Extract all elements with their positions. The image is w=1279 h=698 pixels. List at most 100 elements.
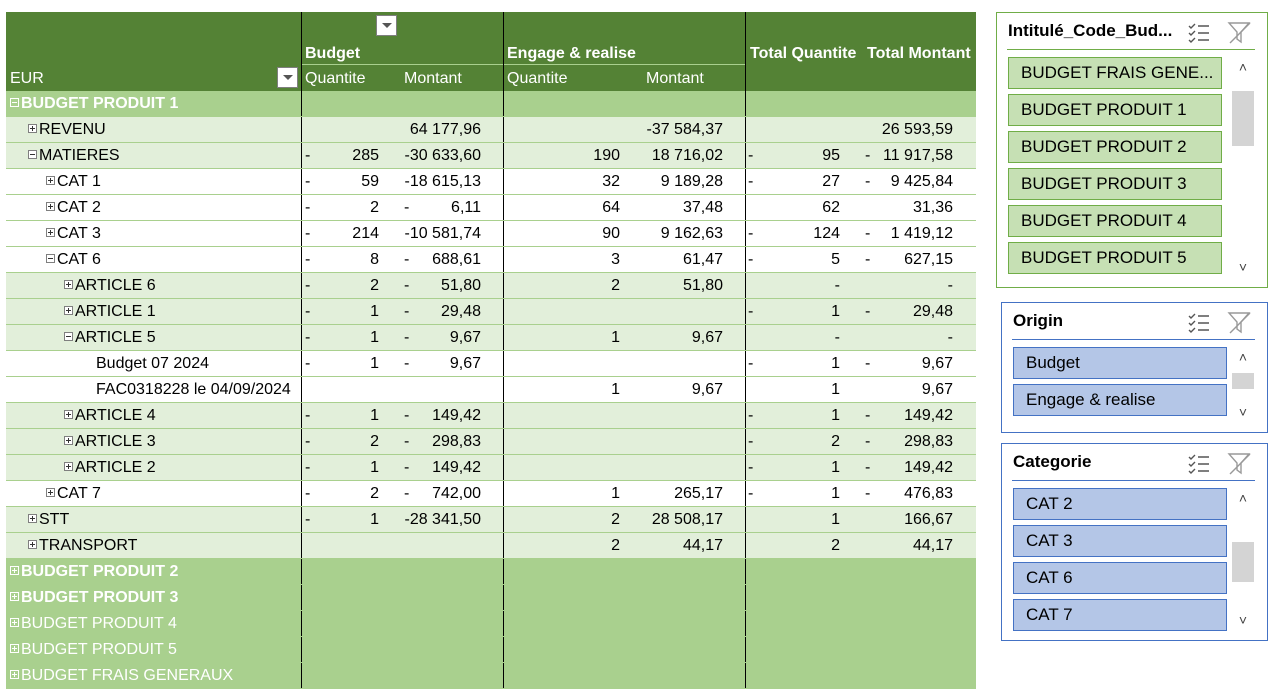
table-row[interactable]: BUDGET PRODUIT 4 xyxy=(6,611,976,637)
expand-icon[interactable] xyxy=(46,488,55,497)
cell-em[interactable]: 44,17 xyxy=(682,537,723,554)
row-label[interactable]: BUDGET PRODUIT 2 xyxy=(10,563,178,581)
cell-bm[interactable]: 688,61 xyxy=(432,251,481,268)
cell-tm[interactable]: 26 593,59 xyxy=(881,121,953,138)
cell-bm[interactable]: 6,11 xyxy=(451,199,481,216)
expand-icon[interactable] xyxy=(10,644,19,653)
expand-icon[interactable] xyxy=(64,306,73,315)
row-label[interactable]: CAT 6 xyxy=(46,251,101,269)
cell-em[interactable]: 9,67 xyxy=(691,381,723,398)
cell-tm[interactable]: 31,36 xyxy=(912,199,953,216)
cell-tm[interactable]: 9,67 xyxy=(921,355,953,372)
cell-tq[interactable]: 2 xyxy=(831,433,840,450)
cell-tm[interactable]: 9 425,84 xyxy=(890,173,953,190)
table-row[interactable]: BUDGET PRODUIT 3 xyxy=(6,585,976,611)
clear-filter-icon[interactable] xyxy=(1227,21,1253,45)
cell-tq[interactable]: 62 xyxy=(822,199,840,216)
cell-eq[interactable]: 2 xyxy=(611,537,620,554)
cell-bm[interactable]: -18 615,13 xyxy=(404,173,481,190)
cell-eq[interactable]: 2 xyxy=(611,277,620,294)
cell-em[interactable]: 61,47 xyxy=(682,251,723,268)
table-row[interactable]: CAT 6 8 688,61 3 61,47 5 627,15 - - - - xyxy=(6,247,976,273)
slicer-item[interactable]: BUDGET PRODUIT 5 xyxy=(1008,242,1222,274)
slicer-item[interactable]: BUDGET PRODUIT 2 xyxy=(1008,131,1222,163)
cell-eq[interactable]: 190 xyxy=(593,147,620,164)
slicer-item[interactable]: CAT 2 xyxy=(1013,488,1227,520)
expand-icon[interactable] xyxy=(46,202,55,211)
cell-bq[interactable]: 2 xyxy=(370,277,379,294)
row-label[interactable]: ARTICLE 2 xyxy=(64,459,156,477)
expand-icon[interactable] xyxy=(28,124,37,133)
cell-bq[interactable]: 1 xyxy=(370,329,379,346)
cell-bq[interactable]: 59 xyxy=(361,173,379,190)
table-row[interactable]: ARTICLE 3 2 298,83 2 298,83 - - - - xyxy=(6,429,976,455)
cell-eq[interactable]: 1 xyxy=(611,329,620,346)
cell-bq[interactable]: 8 xyxy=(370,251,379,268)
cell-bm[interactable]: 298,83 xyxy=(432,433,481,450)
cell-tq[interactable]: 95 xyxy=(822,147,840,164)
cell-bq[interactable]: 1 xyxy=(370,459,379,476)
cell-em[interactable]: 51,80 xyxy=(682,277,723,294)
cell-tq[interactable]: - xyxy=(834,329,840,346)
slicer-item[interactable]: CAT 7 xyxy=(1013,599,1227,631)
slicer-item[interactable]: BUDGET PRODUIT 4 xyxy=(1008,205,1222,237)
cell-eq[interactable]: 2 xyxy=(611,511,620,528)
cell-eq[interactable]: 1 xyxy=(611,485,620,502)
table-row[interactable]: BUDGET PRODUIT 1 xyxy=(6,91,976,117)
cell-tm[interactable]: - xyxy=(947,277,953,294)
cell-bm[interactable]: 64 177,96 xyxy=(409,121,481,138)
table-row[interactable]: ARTICLE 6 2 51,80 2 51,80 - - - - xyxy=(6,273,976,299)
cell-tm[interactable]: 11 917,58 xyxy=(883,147,953,164)
row-label[interactable]: BUDGET PRODUIT 5 xyxy=(10,641,177,659)
cell-tq[interactable]: 5 xyxy=(831,251,840,268)
cell-bm[interactable]: 9,67 xyxy=(449,329,481,346)
cell-bm[interactable]: -28 341,50 xyxy=(404,511,481,528)
row-label[interactable]: BUDGET PRODUIT 3 xyxy=(10,589,178,607)
table-row[interactable]: BUDGET PRODUIT 5 xyxy=(6,637,976,663)
row-label[interactable]: Budget 07 2024 xyxy=(96,355,209,373)
cell-eq[interactable]: 1 xyxy=(611,381,620,398)
cell-em[interactable]: 18 716,02 xyxy=(651,147,723,164)
table-row[interactable]: ARTICLE 2 1 149,42 1 149,42 - - - - xyxy=(6,455,976,481)
slicer-item[interactable]: Engage & realise xyxy=(1013,384,1227,416)
cell-tq[interactable]: 1 xyxy=(831,381,840,398)
cell-bq[interactable]: 2 xyxy=(370,485,379,502)
expand-icon[interactable] xyxy=(10,592,19,601)
row-label[interactable]: ARTICLE 1 xyxy=(64,303,156,321)
scroll-down-icon[interactable]: ˅ xyxy=(1238,259,1248,275)
cell-em[interactable]: 9,67 xyxy=(691,329,723,346)
row-label[interactable]: ARTICLE 6 xyxy=(64,277,156,295)
cell-em[interactable]: 9 162,63 xyxy=(660,225,723,242)
cell-bm[interactable]: 51,80 xyxy=(440,277,481,294)
expand-icon[interactable] xyxy=(28,514,37,523)
table-row[interactable]: BUDGET PRODUIT 2 xyxy=(6,559,976,585)
row-label[interactable]: FAC0318228 le 04/09/2024 xyxy=(96,381,291,399)
row-label[interactable]: BUDGET PRODUIT 4 xyxy=(10,615,177,633)
cell-tm[interactable]: 29,48 xyxy=(912,303,953,320)
table-row[interactable]: Budget 07 2024 1 9,67 1 9,67 - - - - xyxy=(6,351,976,377)
cell-bm[interactable]: 149,42 xyxy=(432,459,481,476)
table-row[interactable]: BUDGET FRAIS GENERAUX xyxy=(6,663,976,689)
cell-bq[interactable]: 1 xyxy=(370,511,379,528)
expand-icon[interactable] xyxy=(64,280,73,289)
table-row[interactable]: STT 1 -28 341,50 2 28 508,17 1 166,67 - xyxy=(6,507,976,533)
expand-icon[interactable] xyxy=(64,436,73,445)
cell-bm[interactable]: 29,48 xyxy=(440,303,481,320)
expand-icon[interactable] xyxy=(10,670,19,679)
cell-tq[interactable]: 1 xyxy=(831,485,840,502)
cell-em[interactable]: -37 584,37 xyxy=(646,121,723,138)
cell-bm[interactable]: -30 633,60 xyxy=(404,147,481,164)
cell-bq[interactable]: 2 xyxy=(370,433,379,450)
table-row[interactable]: MATIERES 285 -30 633,60 190 18 716,02 95 11 91… xyxy=(6,143,976,169)
cell-bm[interactable]: 149,42 xyxy=(432,407,481,424)
cell-eq[interactable]: 32 xyxy=(602,173,620,190)
collapse-icon[interactable] xyxy=(28,150,37,159)
cell-bq[interactable]: 1 xyxy=(370,303,379,320)
collapse-icon[interactable] xyxy=(10,98,19,107)
cell-em[interactable]: 9 189,28 xyxy=(660,173,723,190)
clear-filter-icon[interactable] xyxy=(1227,452,1253,476)
column-filter-dropdown[interactable] xyxy=(376,15,397,36)
row-label[interactable]: TRANSPORT xyxy=(28,537,137,555)
cell-tm[interactable]: 1 419,12 xyxy=(890,225,953,242)
cell-bm[interactable]: 742,00 xyxy=(432,485,481,502)
